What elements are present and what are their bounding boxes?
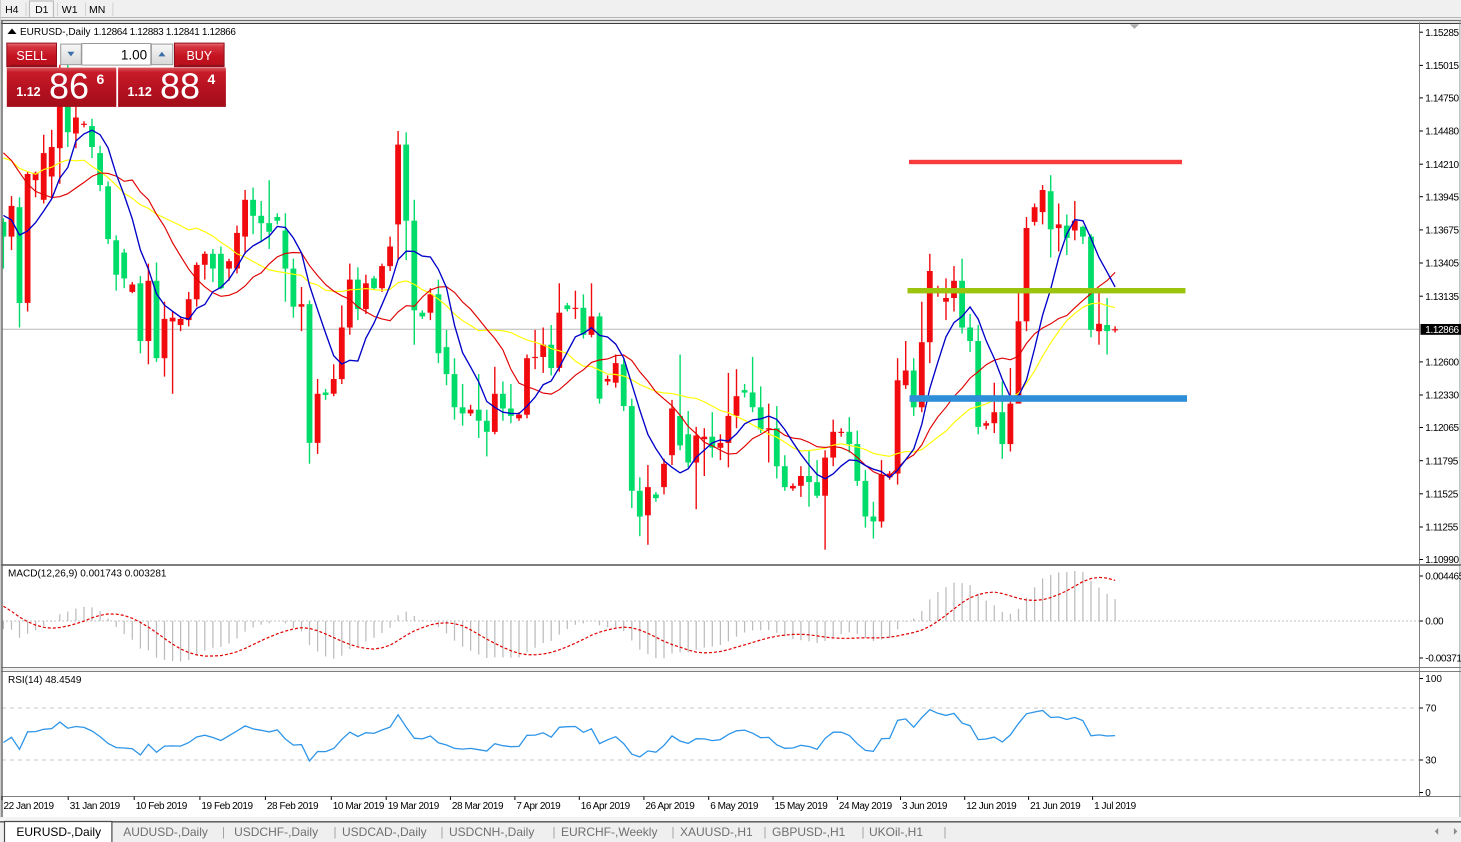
svg-text:|: | [672, 827, 675, 839]
svg-text:10 Feb 2019: 10 Feb 2019 [136, 801, 188, 812]
svg-text:|: | [553, 827, 556, 839]
svg-text:1.12866: 1.12866 [1425, 325, 1459, 336]
svg-text:0.004465: 0.004465 [1425, 572, 1461, 583]
svg-text:4: 4 [208, 71, 216, 87]
svg-text:EURUSD-,Daily: EURUSD-,Daily [20, 27, 91, 38]
svg-text:0: 0 [1425, 788, 1431, 799]
svg-text:1.14480: 1.14480 [1425, 127, 1459, 138]
svg-text:1.12: 1.12 [16, 85, 40, 99]
svg-text:19 Mar 2019: 19 Mar 2019 [388, 801, 440, 812]
svg-text:100: 100 [1425, 674, 1442, 685]
svg-text:EURCHF-,Weekly: EURCHF-,Weekly [561, 825, 657, 839]
svg-text:1.14750: 1.14750 [1425, 94, 1459, 105]
svg-text:-0.003715: -0.003715 [1425, 654, 1461, 665]
svg-text:28 Feb 2019: 28 Feb 2019 [267, 801, 319, 812]
svg-text:88: 88 [160, 65, 200, 106]
svg-text:1.10990: 1.10990 [1425, 555, 1459, 566]
svg-text:1.13945: 1.13945 [1425, 192, 1459, 203]
svg-text:70: 70 [1425, 704, 1437, 715]
svg-text:USDCHF-,Daily: USDCHF-,Daily [234, 825, 318, 839]
svg-text:MACD(12,26,9) 0.001743 0.00328: MACD(12,26,9) 0.001743 0.003281 [8, 569, 167, 580]
svg-text:1.00: 1.00 [121, 47, 147, 62]
svg-text:1.12600: 1.12600 [1425, 358, 1459, 369]
svg-text:86: 86 [49, 65, 89, 106]
svg-text:H4: H4 [5, 4, 19, 16]
svg-text:24 May 2019: 24 May 2019 [839, 801, 893, 812]
svg-text:6: 6 [97, 71, 105, 87]
svg-text:|: | [441, 827, 444, 839]
svg-text:1.12: 1.12 [128, 85, 152, 99]
svg-text:|: | [334, 827, 337, 839]
svg-text:1.13675: 1.13675 [1425, 226, 1459, 237]
svg-text:|: | [862, 827, 865, 839]
svg-text:USDCNH-,Daily: USDCNH-,Daily [449, 825, 534, 839]
svg-text:10 Mar 2019: 10 Mar 2019 [333, 801, 385, 812]
svg-text:XAUUSD-,H1: XAUUSD-,H1 [680, 825, 753, 839]
svg-text:D1: D1 [35, 4, 49, 16]
svg-text:0.00: 0.00 [1425, 617, 1444, 628]
svg-text:7 Apr 2019: 7 Apr 2019 [516, 801, 561, 812]
svg-text:1.15015: 1.15015 [1425, 61, 1459, 72]
svg-text:|: | [222, 827, 225, 839]
svg-text:1.13405: 1.13405 [1425, 259, 1459, 270]
svg-text:3 Jun 2019: 3 Jun 2019 [902, 801, 948, 812]
svg-text:30: 30 [1425, 756, 1437, 767]
svg-text:1.11795: 1.11795 [1425, 456, 1458, 467]
svg-text:1.12330: 1.12330 [1425, 391, 1459, 402]
svg-text:AUDUSD-,Daily: AUDUSD-,Daily [123, 825, 208, 839]
svg-text:28 Mar 2019: 28 Mar 2019 [452, 801, 504, 812]
svg-text:16 Apr 2019: 16 Apr 2019 [581, 801, 631, 812]
svg-text:W1: W1 [62, 4, 78, 16]
svg-text:|: | [944, 827, 947, 839]
svg-text:1.12065: 1.12065 [1425, 423, 1459, 434]
svg-text:EURUSD-,Daily: EURUSD-,Daily [16, 825, 101, 839]
svg-text:RSI(14) 48.4549: RSI(14) 48.4549 [8, 675, 82, 686]
svg-text:31 Jan 2019: 31 Jan 2019 [70, 801, 121, 812]
svg-text:1.14210: 1.14210 [1425, 160, 1459, 171]
svg-text:UKOil-,H1: UKOil-,H1 [869, 825, 923, 839]
svg-text:USDCAD-,Daily: USDCAD-,Daily [342, 825, 427, 839]
svg-text:|: | [764, 827, 767, 839]
svg-text:1.11525: 1.11525 [1425, 489, 1458, 500]
svg-text:26 Apr 2019: 26 Apr 2019 [645, 801, 695, 812]
svg-text:1 Jul 2019: 1 Jul 2019 [1094, 801, 1137, 812]
svg-text:19 Feb 2019: 19 Feb 2019 [201, 801, 253, 812]
svg-text:SELL: SELL [16, 49, 47, 63]
svg-text:21 Jun 2019: 21 Jun 2019 [1030, 801, 1081, 812]
svg-text:BUY: BUY [186, 49, 212, 63]
svg-text:6 May 2019: 6 May 2019 [710, 801, 759, 812]
svg-text:12 Jun 2019: 12 Jun 2019 [966, 801, 1017, 812]
svg-text:15 May 2019: 15 May 2019 [775, 801, 829, 812]
svg-text:MN: MN [89, 4, 105, 16]
svg-text:1.13135: 1.13135 [1425, 292, 1459, 303]
svg-text:22 Jan 2019: 22 Jan 2019 [4, 801, 55, 812]
svg-text:1.11255: 1.11255 [1425, 523, 1458, 534]
svg-text:1.15285: 1.15285 [1425, 28, 1459, 39]
svg-text:1.12864 1.12883 1.12841 1.1286: 1.12864 1.12883 1.12841 1.12866 [94, 27, 237, 38]
svg-text:GBPUSD-,H1: GBPUSD-,H1 [772, 825, 846, 839]
